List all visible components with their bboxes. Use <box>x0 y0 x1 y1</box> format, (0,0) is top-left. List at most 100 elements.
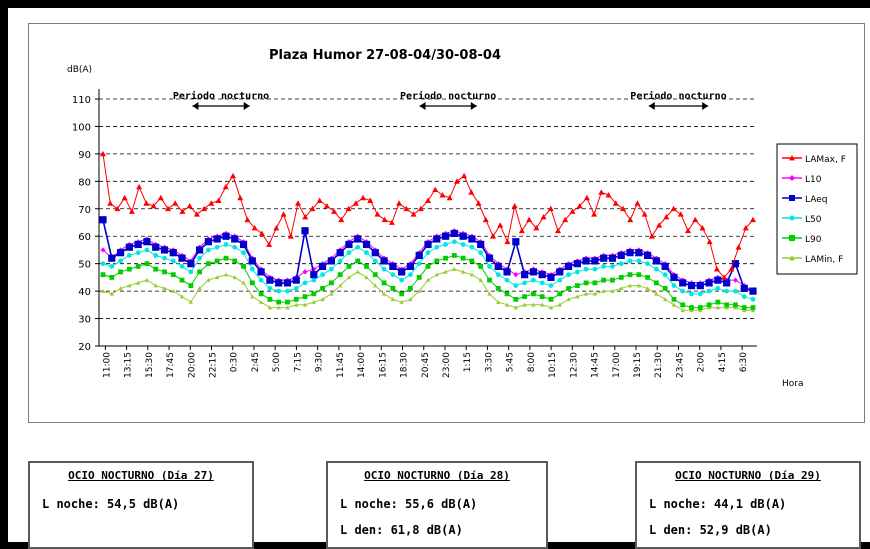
data-point <box>232 244 238 250</box>
data-point <box>157 194 164 201</box>
data-point <box>258 291 264 297</box>
data-point <box>533 224 540 231</box>
data-point <box>469 272 475 277</box>
data-point <box>610 264 615 269</box>
data-point <box>280 211 287 217</box>
data-point <box>135 250 141 256</box>
data-point <box>468 235 476 243</box>
data-point <box>497 222 504 228</box>
data-point <box>557 291 563 297</box>
data-point <box>478 264 484 269</box>
night-box-day28: OCIO NOCTURNO (Día 28) L noche: 55,6 dB(… <box>326 461 548 549</box>
data-point <box>425 277 431 282</box>
data-point <box>573 260 581 268</box>
l-den-value: L den: 52,9 dB(A) <box>649 523 772 537</box>
data-point <box>697 291 703 297</box>
data-point <box>443 269 448 274</box>
data-point <box>723 279 731 287</box>
data-point <box>548 296 554 302</box>
data-point <box>293 296 299 302</box>
data-point <box>706 238 713 245</box>
data-point <box>258 277 264 283</box>
data-point <box>241 250 246 256</box>
data-point <box>390 272 396 278</box>
data-point <box>569 208 576 214</box>
data-point <box>345 240 353 249</box>
data-point <box>451 239 457 245</box>
data-point <box>433 235 441 243</box>
data-point <box>162 269 167 275</box>
data-point <box>237 194 244 201</box>
x-tick-label: 11:45 <box>336 352 346 378</box>
data-point <box>750 296 756 302</box>
data-point <box>592 266 598 272</box>
data-point <box>618 261 624 267</box>
data-point <box>172 200 179 206</box>
data-point <box>371 249 379 257</box>
data-point <box>434 258 440 264</box>
data-point <box>310 271 318 279</box>
data-point <box>692 216 699 223</box>
x-tick-label: 3:30 <box>484 352 494 372</box>
data-point <box>591 211 598 217</box>
data-point <box>477 240 485 249</box>
x-tick-label: 4:15 <box>718 352 728 372</box>
data-point <box>416 274 422 280</box>
data-point <box>617 251 625 260</box>
data-point <box>215 197 222 203</box>
data-point <box>645 261 650 267</box>
night-box-day27: OCIO NOCTURNO (Día 27) L noche: 54,5 dB(… <box>28 461 254 549</box>
legend-label: LAMax, F <box>805 155 846 165</box>
data-point <box>171 288 176 293</box>
data-point <box>276 299 282 305</box>
data-point <box>390 285 396 291</box>
data-point <box>153 266 159 272</box>
data-point <box>696 282 704 290</box>
data-point <box>301 227 309 235</box>
data-point <box>337 258 343 264</box>
data-point <box>731 260 740 268</box>
data-point <box>143 200 150 206</box>
data-point <box>311 291 317 297</box>
data-point <box>109 291 114 296</box>
report-panel: Plaza Humor 27-08-04/30-08-04 dB(A) Hora 20… <box>8 8 870 549</box>
data-point <box>540 214 547 220</box>
data-point <box>697 305 703 310</box>
data-point <box>320 285 325 291</box>
data-point <box>323 203 330 209</box>
data-point <box>671 296 677 302</box>
data-point <box>197 286 202 291</box>
data-point <box>583 194 590 201</box>
data-point <box>689 291 694 297</box>
data-point <box>733 302 738 308</box>
data-point <box>285 288 290 294</box>
data-point <box>671 302 677 307</box>
data-point <box>662 297 668 302</box>
data-point <box>302 280 308 286</box>
data-point <box>362 240 371 249</box>
y-tick-label: 80 <box>78 177 91 188</box>
data-point <box>728 266 735 272</box>
data-point <box>150 203 157 209</box>
y-tick-label: 100 <box>72 122 91 133</box>
data-point <box>643 251 652 260</box>
data-point <box>634 200 641 206</box>
data-point <box>327 257 335 265</box>
data-point <box>144 247 150 253</box>
data-point <box>374 211 381 217</box>
data-point <box>309 205 316 212</box>
data-point <box>196 246 204 254</box>
data-point <box>320 272 325 278</box>
data-point <box>591 257 599 265</box>
data-point <box>294 302 299 307</box>
data-point <box>715 285 721 291</box>
data-point <box>574 269 580 275</box>
legend-label: LAMin, F <box>805 255 843 265</box>
data-point <box>627 283 633 288</box>
data-point <box>654 291 659 296</box>
data-point <box>504 238 511 245</box>
data-point <box>100 272 106 278</box>
data-point <box>679 279 687 287</box>
data-point <box>135 264 141 269</box>
data-point <box>302 294 308 299</box>
